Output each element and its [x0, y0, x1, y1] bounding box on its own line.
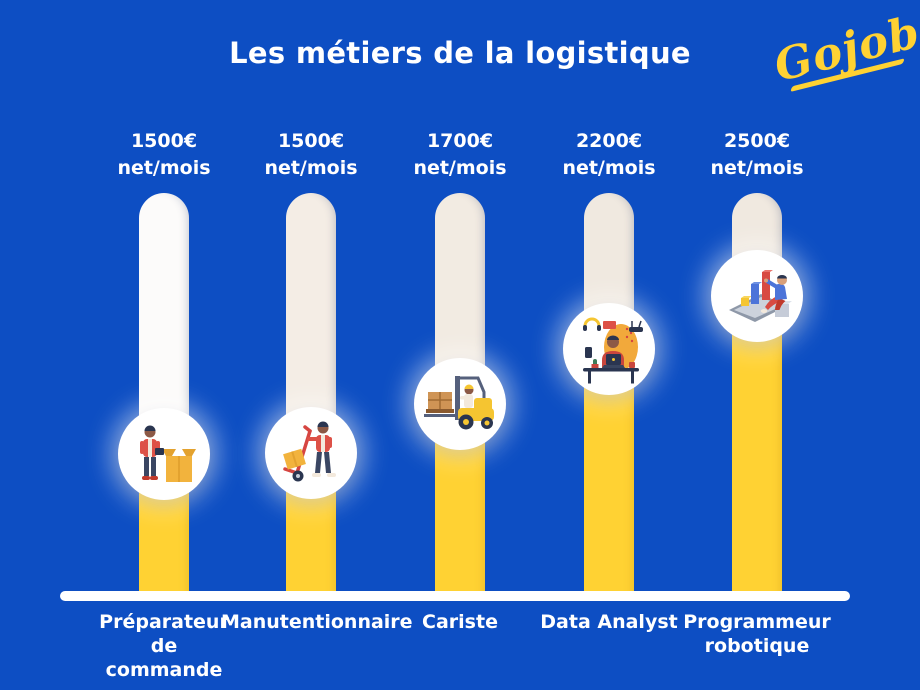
salary-label: 1500€ net/mois	[117, 130, 211, 179]
page-title: Les métiers de la logistique	[229, 36, 691, 70]
order-picker-worker-with-box-icon	[140, 425, 196, 482]
worker-with-hand-truck-icon	[283, 421, 336, 482]
order-picker-illustration	[118, 408, 210, 500]
bar-column-cariste: 1700€ net/mois	[386, 0, 534, 690]
forklift-with-driver-icon	[424, 376, 494, 430]
analyst-at-desk-with-laptop-icon	[583, 317, 643, 384]
bar-column-preparateur-de-commande: 1500€ net/mois Préparateur	[90, 0, 238, 690]
forklift-illustration	[414, 358, 506, 450]
robot-programmer-illustration	[711, 250, 803, 342]
job-label: Programmeur robotique	[683, 611, 831, 657]
bar-column-programmeur-robotique: 2500€ net/mois	[683, 0, 831, 690]
bar-column-manutentionnaire: 1500€ net/mois	[221, 0, 413, 690]
job-label: Data Analyst	[540, 611, 678, 633]
salary-label: 2500€ net/mois	[710, 130, 804, 179]
hand-truck-worker-illustration	[265, 407, 357, 499]
job-label: Préparateur de commande	[99, 611, 229, 681]
salary-label: 2200€ net/mois	[562, 130, 656, 179]
baseline-axis	[60, 591, 850, 601]
bar-fill	[732, 296, 782, 596]
bar-column-data-analyst: 2200€ net/mois	[535, 0, 683, 690]
salary-label: 1500€ net/mois	[264, 130, 358, 179]
data-analyst-illustration	[563, 303, 655, 395]
programmer-with-3d-chart-tablet-icon	[729, 270, 792, 322]
salary-label: 1700€ net/mois	[413, 130, 507, 179]
job-label: Cariste	[422, 611, 498, 633]
job-label: Manutentionnaire	[221, 611, 413, 633]
